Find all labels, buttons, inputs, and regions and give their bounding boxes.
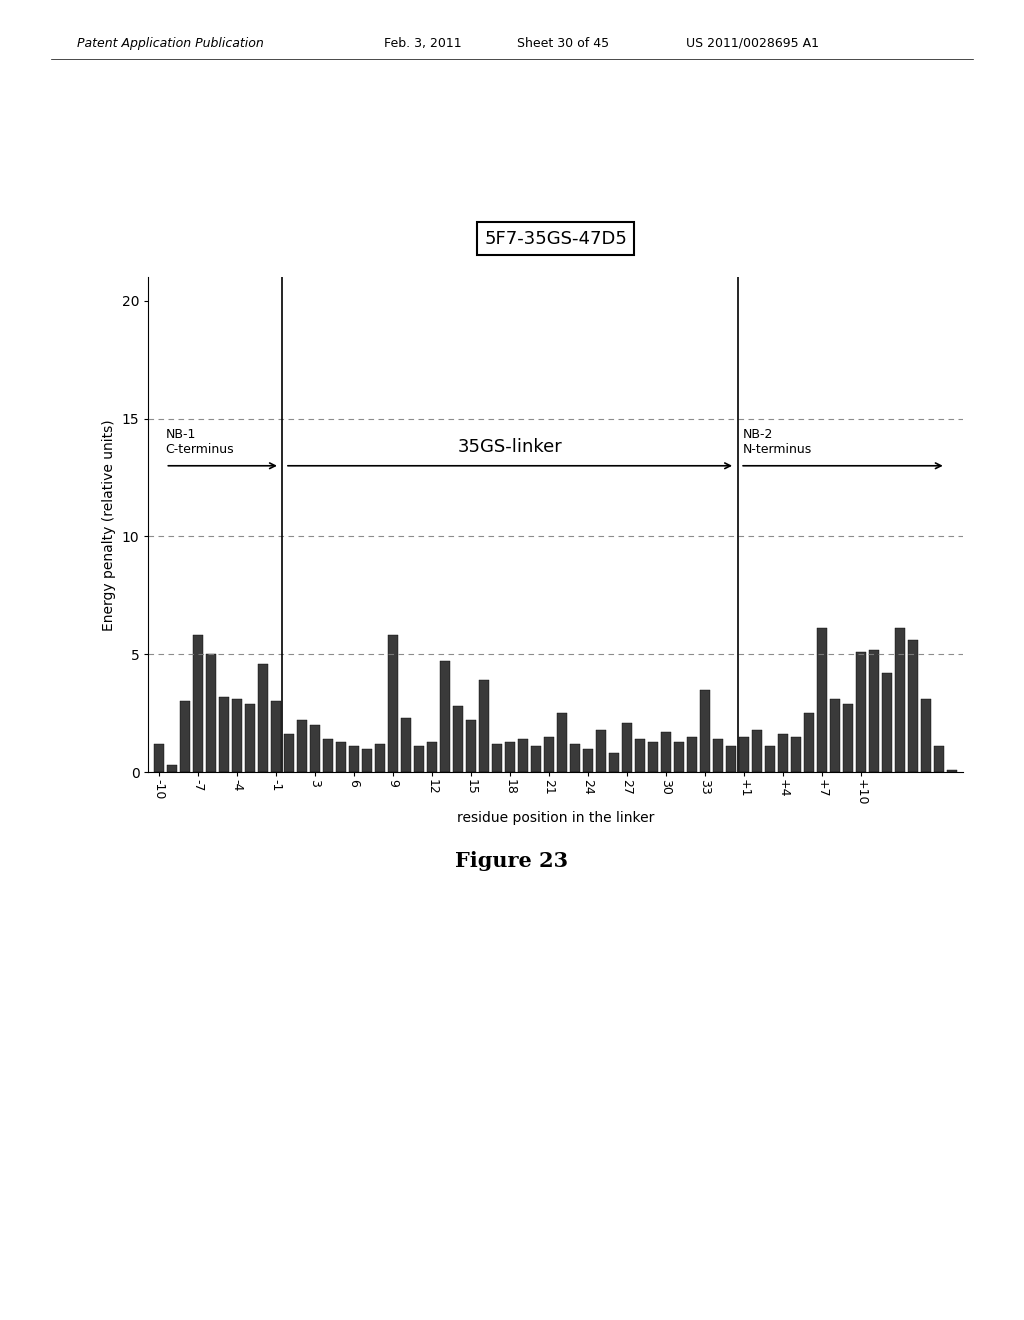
Bar — [401, 718, 411, 772]
Bar — [245, 704, 255, 772]
Bar — [908, 640, 919, 772]
Text: NB-2
N-terminus: NB-2 N-terminus — [742, 429, 812, 457]
Bar — [557, 713, 567, 772]
Bar — [804, 713, 814, 772]
Text: Patent Application Publication: Patent Application Publication — [77, 37, 263, 50]
Bar — [648, 742, 658, 772]
Bar — [193, 635, 203, 772]
Bar — [674, 742, 684, 772]
Bar — [753, 730, 762, 772]
X-axis label: residue position in the linker: residue position in the linker — [457, 812, 654, 825]
Bar — [700, 689, 710, 772]
Bar — [336, 742, 346, 772]
Bar — [583, 748, 593, 772]
Bar — [869, 649, 879, 772]
Bar — [388, 635, 398, 772]
Bar — [505, 742, 515, 772]
Bar — [362, 748, 372, 772]
Bar — [623, 723, 632, 772]
Text: NB-1
C-terminus: NB-1 C-terminus — [166, 429, 234, 457]
Bar — [310, 725, 319, 772]
Bar — [883, 673, 892, 772]
Bar — [258, 664, 268, 772]
Bar — [297, 721, 307, 772]
Bar — [323, 739, 333, 772]
Bar — [479, 680, 488, 772]
Bar — [518, 739, 528, 772]
Bar — [414, 746, 424, 772]
Bar — [349, 746, 358, 772]
Text: 5F7-35GS-47D5: 5F7-35GS-47D5 — [484, 230, 627, 248]
Bar — [427, 742, 437, 772]
Text: US 2011/0028695 A1: US 2011/0028695 A1 — [686, 37, 819, 50]
Bar — [154, 744, 164, 772]
Bar — [453, 706, 463, 772]
Bar — [206, 655, 216, 772]
Text: 35GS-linker: 35GS-linker — [458, 438, 562, 457]
Bar — [662, 733, 671, 772]
Bar — [739, 737, 749, 772]
Text: Sheet 30 of 45: Sheet 30 of 45 — [517, 37, 609, 50]
Bar — [284, 734, 294, 772]
Bar — [713, 739, 723, 772]
Bar — [596, 730, 606, 772]
Bar — [375, 744, 385, 772]
Bar — [531, 746, 541, 772]
Bar — [817, 628, 827, 772]
Bar — [792, 737, 801, 772]
Bar — [635, 739, 645, 772]
Bar — [895, 628, 905, 772]
Bar — [765, 746, 775, 772]
Bar — [726, 746, 736, 772]
Bar — [271, 701, 281, 772]
Bar — [778, 734, 788, 772]
Bar — [493, 744, 502, 772]
Text: Feb. 3, 2011: Feb. 3, 2011 — [384, 37, 462, 50]
Bar — [830, 700, 840, 772]
Bar — [219, 697, 228, 772]
Bar — [843, 704, 853, 772]
Bar — [466, 721, 476, 772]
Bar — [232, 700, 242, 772]
Bar — [570, 744, 580, 772]
Bar — [167, 766, 177, 772]
Bar — [544, 737, 554, 772]
Bar — [934, 746, 944, 772]
Text: Figure 23: Figure 23 — [456, 851, 568, 871]
Bar — [687, 737, 697, 772]
Bar — [947, 770, 957, 772]
Y-axis label: Energy penalty (relative units): Energy penalty (relative units) — [102, 418, 117, 631]
Bar — [180, 701, 189, 772]
Bar — [922, 700, 931, 772]
Bar — [856, 652, 866, 772]
Bar — [609, 754, 618, 772]
Bar — [440, 661, 450, 772]
